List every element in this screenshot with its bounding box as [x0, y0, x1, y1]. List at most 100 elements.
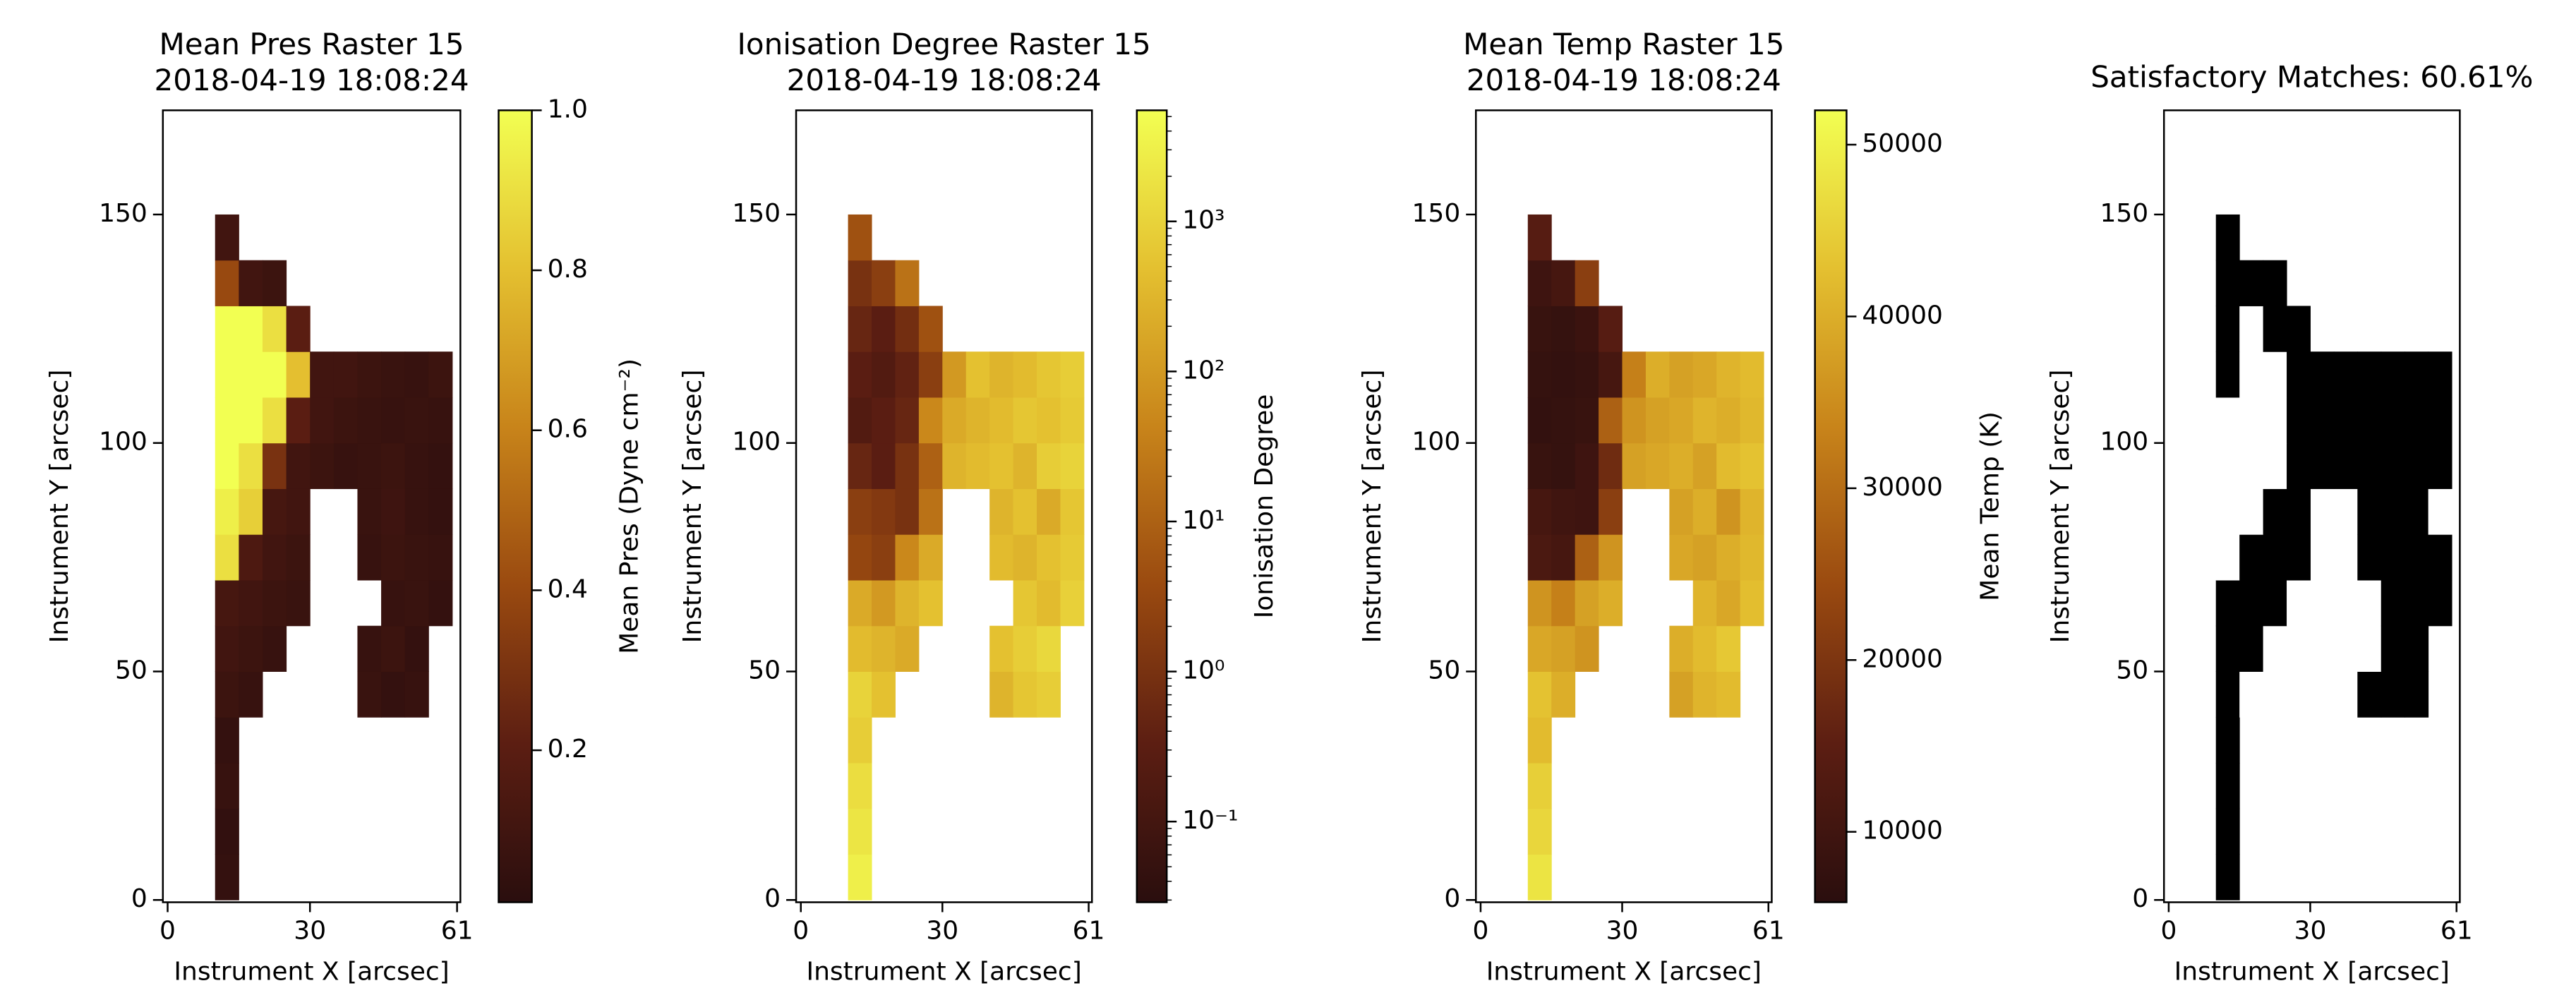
- raster-cell: [2263, 306, 2287, 352]
- raster-cell: [239, 625, 263, 672]
- raster-cell: [895, 579, 920, 627]
- y-axis-label: Instrument Y [arcsec]: [2046, 370, 2075, 644]
- raster-cell: [286, 397, 311, 444]
- raster-cell: [215, 625, 239, 672]
- raster-cell: [357, 534, 382, 581]
- x-tick-label: 61: [2440, 916, 2473, 945]
- raster-cell: [1013, 534, 1037, 581]
- raster-cell: [1037, 442, 1061, 489]
- raster-cell: [2381, 534, 2405, 581]
- raster-cell: [2357, 625, 2382, 672]
- raster-cell: [404, 442, 429, 489]
- raster-cell: [1669, 671, 1694, 718]
- raster-cell: [262, 534, 287, 581]
- raster-cell: [2215, 717, 2240, 764]
- raster-cell: [872, 397, 896, 444]
- raster-cell: [848, 854, 872, 900]
- raster-cell: [1599, 579, 1623, 627]
- raster-cell: [1037, 671, 1061, 718]
- raster-cell: [2215, 306, 2240, 352]
- x-axis-label: Instrument X [arcsec]: [806, 957, 1081, 986]
- raster-cell: [1645, 442, 1670, 489]
- raster-cell: [262, 442, 287, 489]
- raster-cell: [286, 306, 311, 352]
- raster-cell: [333, 397, 358, 444]
- raster-cell: [1669, 488, 1694, 535]
- raster-cell: [428, 534, 453, 581]
- raster-cell: [1013, 397, 1037, 444]
- colorbar: [1814, 109, 1848, 903]
- x-tick-label: 0: [160, 916, 176, 945]
- raster-cell: [1527, 397, 1552, 444]
- raster-cell: [1551, 442, 1576, 489]
- raster-cell: [1669, 625, 1694, 672]
- raster-cell: [1692, 625, 1717, 672]
- raster-cell: [872, 579, 896, 627]
- colorbar-tick-label: 20000: [1862, 644, 1943, 673]
- raster-cell: [239, 306, 263, 352]
- raster-cell: [239, 534, 263, 581]
- raster-cell: [942, 397, 967, 444]
- raster-cell: [848, 762, 872, 809]
- raster-cell: [2428, 351, 2452, 398]
- raster-cell: [989, 534, 1014, 581]
- raster-cell: [2215, 808, 2240, 855]
- raster-cell: [1551, 625, 1576, 672]
- raster-cell: [215, 442, 239, 489]
- raster-cell: [1527, 762, 1552, 809]
- raster-cell: [239, 442, 263, 489]
- raster-cell: [895, 260, 920, 306]
- colorbar-tick-label: 0.4: [548, 574, 588, 603]
- raster-cell: [1599, 442, 1623, 489]
- raster-cell: [2357, 351, 2382, 398]
- raster-cell: [1037, 534, 1061, 581]
- raster-cell: [2215, 488, 2240, 535]
- axes-frame: [1474, 109, 1773, 903]
- raster-cell: [1060, 351, 1085, 398]
- raster-cell: [1740, 397, 1764, 444]
- raster-cell: [381, 351, 406, 398]
- raster-cell: [1692, 488, 1717, 535]
- raster-cell: [215, 534, 239, 581]
- raster-cell: [1716, 534, 1741, 581]
- raster-cell: [895, 351, 920, 398]
- raster-cell: [1575, 351, 1599, 398]
- raster-cell: [1013, 579, 1037, 627]
- raster-cell: [872, 625, 896, 672]
- raster-cell: [1575, 625, 1599, 672]
- chart-subtitle: 2018-04-19 18:08:24: [1467, 63, 1781, 97]
- raster-cell: [1037, 488, 1061, 535]
- chart-subtitle: 2018-04-19 18:08:24: [155, 63, 469, 97]
- raster-cell: [357, 625, 382, 672]
- raster-cell: [215, 671, 239, 718]
- raster-cell: [872, 306, 896, 352]
- raster-cell: [2287, 397, 2311, 444]
- raster-cell: [1575, 488, 1599, 535]
- raster-cell: [2310, 397, 2335, 444]
- raster-cell: [1551, 579, 1576, 627]
- raster-cell: [1013, 671, 1037, 718]
- raster-cell: [1692, 397, 1717, 444]
- raster-cell: [310, 397, 335, 444]
- x-tick-label: 0: [793, 916, 809, 945]
- y-tick-label: 150: [732, 199, 781, 228]
- chart-subtitle: 2018-04-19 18:08:24: [787, 63, 1102, 97]
- raster-cell: [848, 397, 872, 444]
- x-axis-label: Instrument X [arcsec]: [174, 957, 449, 986]
- y-tick-label: 0: [131, 884, 148, 913]
- x-tick-label: 30: [2294, 916, 2327, 945]
- raster-cell: [215, 854, 239, 900]
- y-tick-label: 50: [748, 656, 781, 685]
- y-tick-label: 150: [2100, 199, 2148, 228]
- raster-cell: [2263, 442, 2287, 489]
- raster-cell: [848, 671, 872, 718]
- raster-cell: [1527, 671, 1552, 718]
- raster-cell: [989, 625, 1014, 672]
- raster-cell: [989, 442, 1014, 489]
- raster-cell: [215, 260, 239, 306]
- x-tick-label: 30: [294, 916, 326, 945]
- colorbar-tick-label: 0.2: [548, 735, 588, 764]
- raster-cell: [404, 579, 429, 627]
- raster-cell: [357, 671, 382, 718]
- raster-cell: [895, 442, 920, 489]
